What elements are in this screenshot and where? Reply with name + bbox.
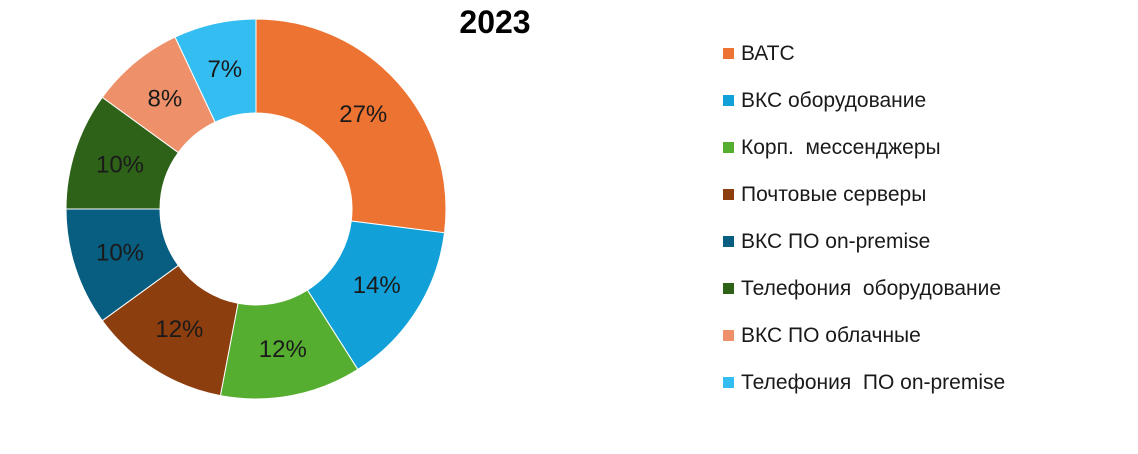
legend-swatch bbox=[723, 48, 734, 59]
legend-label: ВАТС bbox=[741, 41, 795, 65]
legend: ВАТС ВКС оборудование Корп. мессенджеры Поч… bbox=[723, 30, 1005, 406]
slice-value-label: 12% bbox=[155, 316, 203, 343]
legend-item: Телефония оборудование bbox=[723, 265, 1005, 312]
legend-item: Почтовые серверы bbox=[723, 171, 1005, 218]
legend-label: Корп. мессенджеры bbox=[741, 135, 941, 159]
donut-chart: 27% 14% 12% 12% 10% 10% 8% 7% bbox=[65, 18, 447, 400]
donut-slice bbox=[174, 18, 257, 123]
legend-label: ВКС ПО облачные bbox=[741, 323, 921, 347]
legend-label: Телефония оборудование bbox=[741, 276, 1002, 300]
legend-swatch bbox=[723, 142, 734, 153]
slice-value-label: 27% bbox=[339, 101, 387, 128]
legend-label: Почтовые серверы bbox=[741, 182, 927, 206]
legend-item: ВАТС bbox=[723, 30, 1005, 77]
slice-value-label: 10% bbox=[96, 151, 144, 178]
legend-item: Телефония ПО on-premise bbox=[723, 359, 1005, 406]
slice-value-label: 12% bbox=[259, 336, 307, 363]
legend-item: ВКС ПО облачные bbox=[723, 312, 1005, 359]
legend-swatch bbox=[723, 236, 734, 247]
slice-value-label: 7% bbox=[207, 56, 242, 83]
slice-value-label: 14% bbox=[353, 272, 401, 299]
legend-item: ВКС ПО on-premise bbox=[723, 218, 1005, 265]
legend-label: Телефония ПО on-premise bbox=[741, 370, 1006, 394]
legend-swatch bbox=[723, 95, 734, 106]
chart-title: 2023 bbox=[459, 4, 531, 40]
legend-item: ВКС оборудование bbox=[723, 77, 1005, 124]
legend-label: ВКС оборудование bbox=[741, 88, 927, 112]
slice-value-label: 10% bbox=[96, 240, 144, 267]
legend-swatch bbox=[723, 189, 734, 200]
donut-slice bbox=[255, 18, 447, 234]
legend-item: Корп. мессенджеры bbox=[723, 124, 1005, 171]
legend-swatch bbox=[723, 377, 734, 388]
legend-swatch bbox=[723, 330, 734, 341]
legend-label: ВКС ПО on-premise bbox=[741, 229, 931, 253]
slice-value-label: 8% bbox=[148, 85, 183, 112]
legend-swatch bbox=[723, 283, 734, 294]
